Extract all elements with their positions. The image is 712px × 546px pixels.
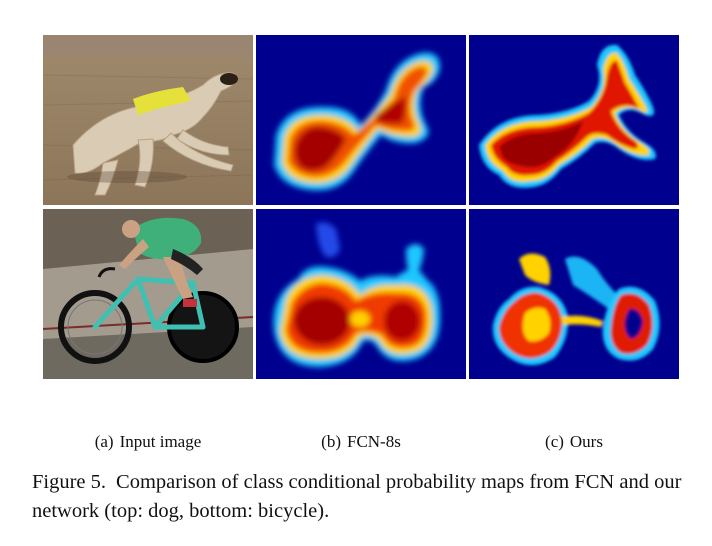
fcn-probability-map-dog [256, 35, 466, 205]
figure-number: Figure 5. [32, 471, 107, 493]
column-caption-ours: (c) Ours [468, 432, 680, 452]
fcn-probability-map-bicycle [256, 209, 466, 379]
figure-caption: Figure 5. Comparison of class conditional… [32, 468, 692, 526]
figure-caption-text: Comparison of class conditional probabil… [32, 471, 682, 522]
input-image-bicycle [43, 209, 253, 379]
column-caption-fcn-8s: (b) FCN-8s [255, 432, 467, 452]
column-caption-title: Input image [119, 432, 202, 451]
column-caption-label: (a) [94, 432, 114, 451]
column-caption-input-image: (a) Input image [42, 432, 254, 452]
column-caption-label: (b) [321, 432, 341, 451]
column-caption-label: (c) [545, 432, 564, 451]
column-caption-title: FCN-8s [346, 432, 401, 451]
ours-probability-map-bicycle [469, 209, 679, 379]
input-image-dog [43, 35, 253, 205]
column-caption-title: Ours [569, 432, 603, 451]
ours-probability-map-dog [469, 35, 679, 205]
